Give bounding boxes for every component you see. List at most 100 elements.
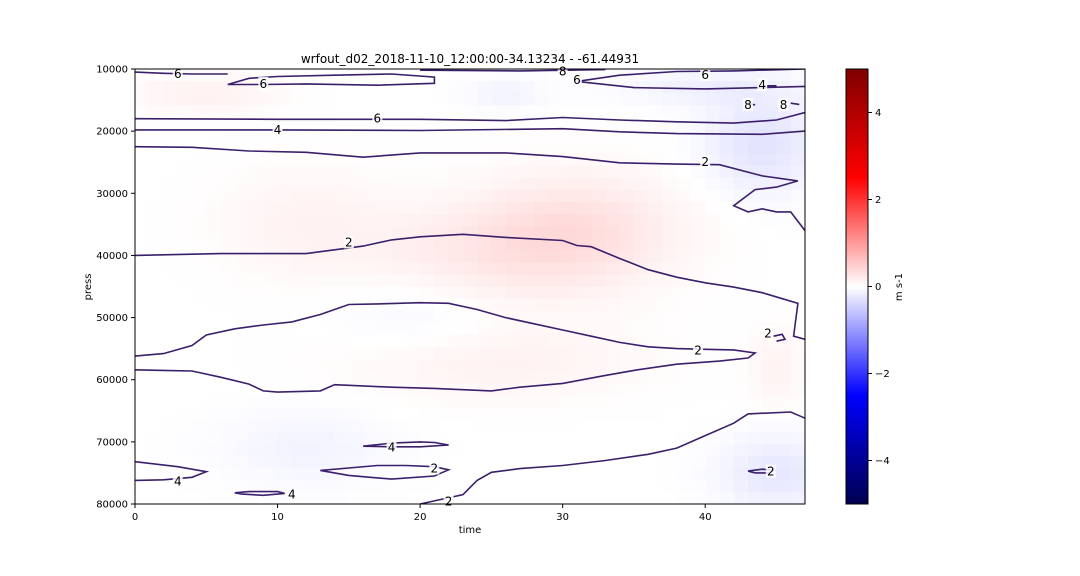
heatmap-cell xyxy=(306,177,321,191)
heatmap-cell xyxy=(163,105,179,118)
heatmap-cell xyxy=(491,93,507,106)
heatmap-cell xyxy=(719,153,735,167)
heatmap-cell xyxy=(662,262,678,276)
heatmap-cell xyxy=(534,81,550,94)
heatmap-cell xyxy=(149,129,165,143)
heatmap-cell xyxy=(477,455,492,469)
heatmap-cell xyxy=(591,201,607,215)
heatmap-cell xyxy=(434,105,450,118)
heatmap-cell xyxy=(377,81,393,94)
heatmap-cell xyxy=(320,371,336,384)
heatmap-cell xyxy=(619,431,635,445)
heatmap-cell xyxy=(334,129,350,143)
heatmap-cell xyxy=(548,226,564,239)
heatmap-cell xyxy=(719,443,735,457)
heatmap-cell xyxy=(405,189,421,203)
heatmap-cell xyxy=(135,93,150,106)
heatmap-cell xyxy=(277,226,293,239)
heatmap-cell xyxy=(149,371,165,384)
heatmap-cell xyxy=(790,371,805,384)
heatmap-cell xyxy=(676,238,692,251)
heatmap-cell xyxy=(434,238,450,251)
heatmap-cell xyxy=(747,238,763,251)
heatmap-cell xyxy=(491,165,507,179)
heatmap-cell xyxy=(249,479,264,493)
heatmap-cell xyxy=(747,286,763,300)
heatmap-cell xyxy=(135,226,150,239)
heatmap-cell xyxy=(220,467,236,481)
heatmap-cell xyxy=(705,310,721,324)
heatmap-cell xyxy=(648,467,664,481)
heatmap-cell xyxy=(391,117,407,131)
heatmap-cell xyxy=(348,129,364,143)
heatmap-cell xyxy=(334,262,350,276)
colorbar-ticks: 420−2−4 xyxy=(868,108,890,467)
heatmap-cell xyxy=(491,346,507,360)
heatmap-cell xyxy=(334,419,350,433)
heatmap-cell xyxy=(391,346,407,360)
heatmap-cell xyxy=(491,141,507,155)
heatmap-cell xyxy=(662,214,678,227)
heatmap-cell xyxy=(619,395,635,408)
heatmap-cell xyxy=(291,129,307,143)
heatmap-cell xyxy=(633,117,649,131)
heatmap-cell xyxy=(662,298,678,312)
heatmap-cell xyxy=(477,491,492,504)
heatmap-cell xyxy=(306,81,321,94)
heatmap-cell xyxy=(505,310,521,324)
heatmap-cell xyxy=(135,189,150,203)
heatmap-cell xyxy=(633,298,649,312)
heatmap-cell xyxy=(719,226,735,239)
heatmap-cell xyxy=(733,250,749,263)
heatmap-cell xyxy=(562,129,578,143)
heatmap-cell xyxy=(234,286,250,300)
heatmap-cell xyxy=(591,93,607,106)
heatmap-cell xyxy=(448,322,464,336)
heatmap-cell xyxy=(163,491,179,504)
heatmap-cell xyxy=(320,238,336,251)
x-tick-label: 0 xyxy=(132,512,138,523)
heatmap-cell xyxy=(391,395,407,408)
heatmap-cell xyxy=(562,153,578,167)
heatmap-cell xyxy=(562,93,578,106)
heatmap-cell xyxy=(306,105,321,118)
heatmap-cell xyxy=(690,238,706,251)
heatmap-cell xyxy=(149,189,165,203)
heatmap-cell xyxy=(420,250,435,263)
heatmap-cell xyxy=(263,359,279,372)
heatmap-cell xyxy=(149,81,165,94)
heatmap-cell xyxy=(249,105,264,118)
heatmap-cell xyxy=(576,491,592,504)
heatmap-cell xyxy=(334,117,350,131)
heatmap-cell xyxy=(334,105,350,118)
heatmap-cell xyxy=(234,105,250,118)
heatmap-cell xyxy=(747,214,763,227)
heatmap-cell xyxy=(135,322,150,336)
heatmap-cell xyxy=(377,262,393,276)
contour-line-8 xyxy=(790,102,800,106)
heatmap-cell xyxy=(363,129,378,143)
heatmap-cell xyxy=(363,479,378,493)
heatmap-cell xyxy=(405,250,421,263)
heatmap-cell xyxy=(405,419,421,433)
heatmap-cell xyxy=(705,238,721,251)
heatmap-cell xyxy=(591,129,607,143)
heatmap-cell xyxy=(149,310,165,324)
heatmap-cell xyxy=(762,371,778,384)
contour-label: 4 xyxy=(288,488,296,502)
heatmap-cell xyxy=(534,69,550,82)
heatmap-cell xyxy=(477,141,492,155)
heatmap-cell xyxy=(363,226,378,239)
heatmap-cell xyxy=(790,395,805,408)
heatmap-cell xyxy=(391,359,407,372)
heatmap-cell xyxy=(619,467,635,481)
heatmap-cell xyxy=(306,117,321,131)
heatmap-cell xyxy=(306,129,321,143)
heatmap-cell xyxy=(519,310,535,324)
heatmap-cell xyxy=(363,431,378,445)
heatmap-cell xyxy=(519,165,535,179)
heatmap-cell xyxy=(619,491,635,504)
heatmap-cell xyxy=(562,455,578,469)
heatmap-cell xyxy=(363,467,378,481)
heatmap-cell xyxy=(448,177,464,191)
